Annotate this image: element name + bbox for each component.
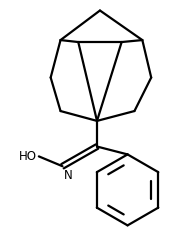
Text: HO: HO xyxy=(19,149,37,162)
Text: N: N xyxy=(63,169,72,181)
